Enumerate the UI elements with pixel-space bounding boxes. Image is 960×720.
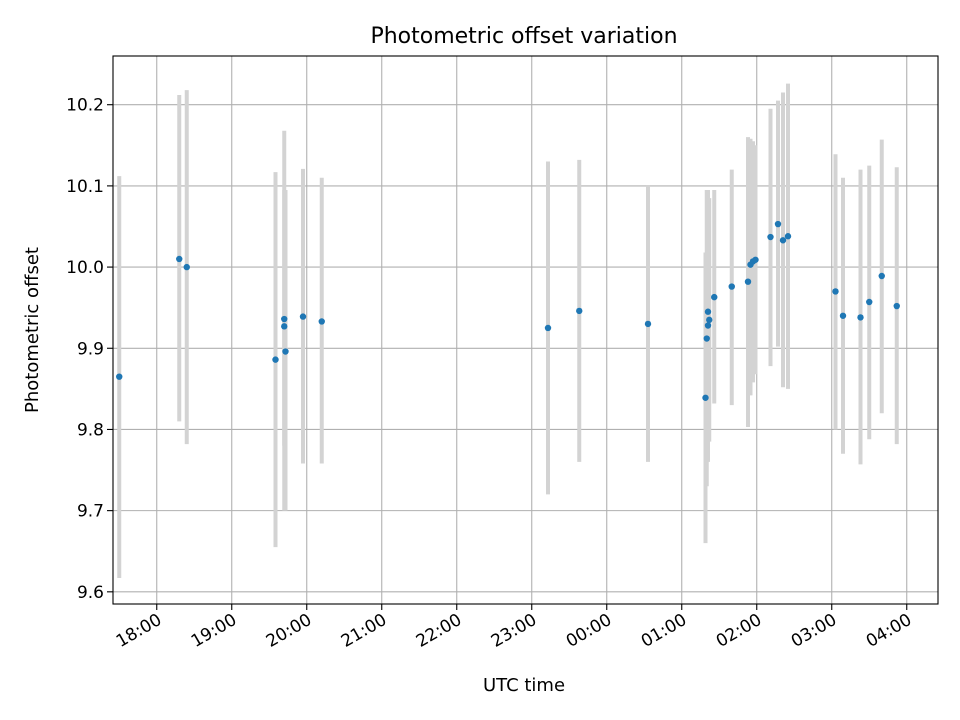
data-point: [544, 324, 552, 332]
data-point: [728, 283, 735, 290]
data-point: [866, 298, 873, 306]
data-point: [299, 313, 307, 320]
y-tick-label: 9.8: [77, 420, 104, 440]
grid-layer: [113, 56, 938, 604]
data-point: [183, 263, 190, 271]
y-tick-label: 10.0: [66, 258, 104, 278]
data-point: [272, 356, 279, 363]
y-tick-label: 9.7: [77, 502, 104, 522]
data-point: [176, 255, 183, 263]
data-point: [857, 314, 864, 321]
point-layer: [116, 220, 900, 401]
data-point: [702, 394, 709, 401]
data-point: [706, 316, 713, 324]
y-axis-label: Photometric offset: [22, 247, 43, 413]
data-point: [752, 256, 759, 263]
data-point: [744, 278, 752, 285]
data-point: [774, 220, 782, 228]
x-axis-label: UTC time: [483, 675, 565, 696]
y-tick-label: 9.9: [77, 339, 104, 359]
data-point: [281, 315, 288, 323]
data-point: [116, 373, 123, 380]
data-point: [703, 335, 710, 342]
data-point: [779, 237, 787, 244]
data-point: [644, 320, 652, 328]
y-tick-label: 9.6: [77, 583, 104, 603]
data-point: [832, 288, 839, 295]
data-point: [318, 318, 325, 325]
data-point: [711, 293, 718, 301]
data-point: [576, 307, 583, 315]
data-point: [704, 308, 712, 315]
data-point: [704, 322, 712, 329]
data-point: [839, 312, 847, 319]
plot-frame: [112, 55, 939, 605]
y-tick-label: 10.1: [66, 177, 104, 197]
data-point: [767, 233, 774, 241]
data-point: [281, 323, 288, 330]
chart-title: Photometric offset variation: [370, 24, 677, 49]
data-point: [784, 233, 792, 240]
y-tick-label: 10.2: [66, 96, 104, 116]
data-point: [893, 302, 900, 310]
data-point: [878, 272, 885, 280]
data-point: [282, 348, 289, 355]
